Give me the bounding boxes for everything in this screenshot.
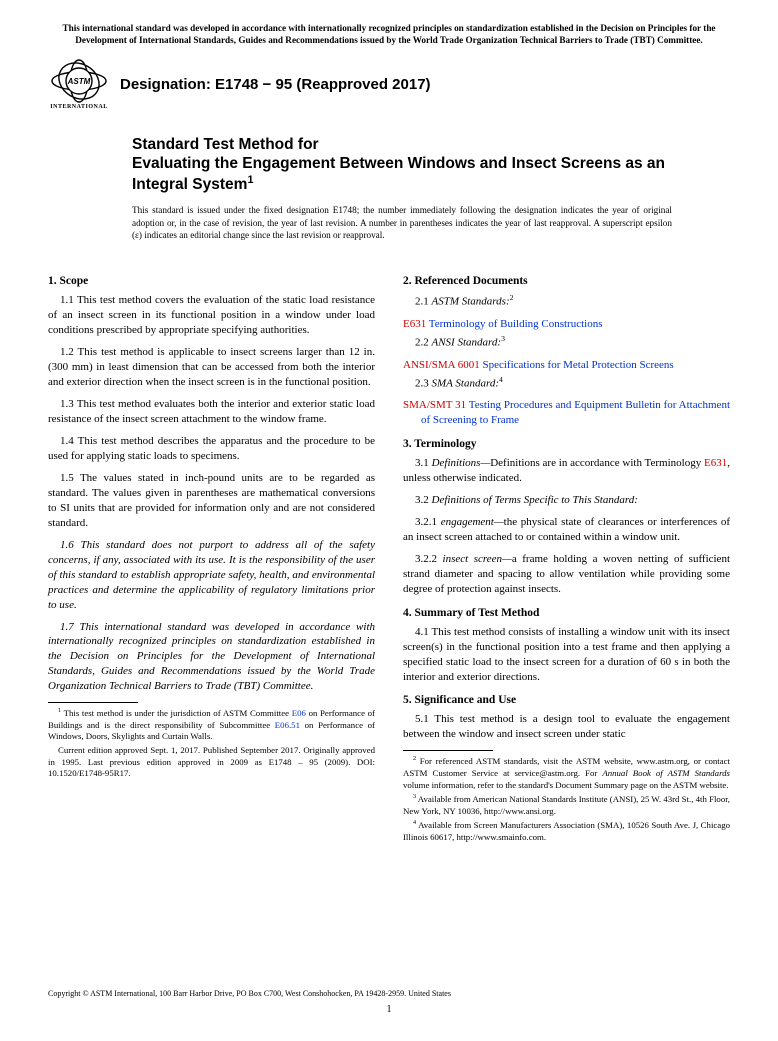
t322-term: insect screen— [443,553,512,565]
para-1-5: 1.5 The values stated in inch-pound unit… [48,471,375,531]
t322-num: 3.2.2 [415,553,443,565]
ref-sma-smt-31: SMA/SMT 31 Testing Procedures and Equipm… [403,398,730,428]
footnote-4: 4 Available from Screen Manufacturers As… [403,819,730,843]
astm-logo-icon: ASTM [50,59,108,103]
p22-label: ANSI Standard: [432,337,502,349]
designation-label: Designation: E1748 − 95 (Reapproved 2017… [120,76,431,93]
top-committee-note: This international standard was develope… [48,22,730,47]
para-1-4: 1.4 This test method describes the appar… [48,434,375,464]
t321-term: engagement— [441,516,504,528]
t31-label: Definitions— [432,457,491,469]
footnote-rule-right [403,750,493,751]
scope-heading: 1. Scope [48,275,375,287]
para-2-2: 2.2 ANSI Standard:3 [403,334,730,351]
terminology-heading: 3. Terminology [403,438,730,450]
page-number: 1 [48,1004,730,1015]
title-main: Evaluating the Engagement Between Window… [132,154,682,194]
p23-sup: 4 [499,375,503,384]
para-1-3: 1.3 This test method evaluates both the … [48,397,375,427]
fn1-link-e06[interactable]: E06 [292,708,306,718]
ref-ansi-sma-6001: ANSI/SMA 6001 Specifications for Metal P… [403,358,730,373]
p22-sup: 3 [501,334,505,343]
t31-link[interactable]: E631 [704,457,727,469]
para-1-7: 1.7 This international standard was deve… [48,620,375,695]
fn1-link-e0651[interactable]: E06.51 [275,720,300,730]
t32-label: Definitions of Terms Specific to This St… [432,494,638,506]
para-3-2-2: 3.2.2 insect screen—a frame holding a wo… [403,552,730,597]
p21-num: 2.1 [415,296,432,308]
footnote-2: 2 For referenced ASTM standards, visit t… [403,755,730,791]
fn2-c: volume information, refer to the standar… [403,780,729,790]
p21-sup: 2 [510,293,514,302]
para-3-2: 3.2 Definitions of Terms Specific to Thi… [403,493,730,508]
title-block: Standard Test Method for Evaluating the … [132,135,682,194]
copyright-line: Copyright © ASTM International, 100 Barr… [48,989,730,998]
ref-sma-title[interactable]: Testing Procedures and Equipment Bulleti… [421,399,730,426]
ref-ansi-title[interactable]: Specifications for Metal Protection Scre… [480,359,674,371]
referenced-docs-heading: 2. Referenced Documents [403,275,730,287]
page-footer: Copyright © ASTM International, 100 Barr… [48,989,730,1015]
p23-num: 2.3 [415,377,432,389]
para-2-1: 2.1 ASTM Standards:2 [403,293,730,310]
logo-label: INTERNATIONAL [50,104,107,110]
t31-text: Definitions are in accordance with Termi… [490,457,704,469]
title-kicker: Standard Test Method for [132,135,682,154]
summary-heading: 4. Summary of Test Method [403,607,730,619]
t321-num: 3.2.1 [415,516,441,528]
para-3-1: 3.1 Definitions—Definitions are in accor… [403,456,730,486]
p23-label: SMA Standard: [432,377,500,389]
ref-e631-code[interactable]: E631 [403,318,426,330]
para-1-6: 1.6 This standard does not purport to ad… [48,538,375,613]
issuance-note: This standard is issued under the fixed … [132,204,672,241]
footnote-1: 1 This test method is under the jurisdic… [48,707,375,743]
fn4-text: Available from Screen Manufacturers Asso… [403,820,730,842]
footnote-3: 3 Available from American National Stand… [403,793,730,817]
para-3-2-1: 3.2.1 engagement—the physical state of c… [403,515,730,545]
fn3-text: Available from American National Standar… [403,794,730,816]
footnote-rule-left [48,702,138,703]
right-column: 2. Referenced Documents 2.1 ASTM Standar… [403,265,730,845]
body-columns: 1. Scope 1.1 This test method covers the… [48,265,730,845]
significance-heading: 5. Significance and Use [403,694,730,706]
fn1-a: This test method is under the jurisdicti… [61,708,292,718]
para-4-1: 4.1 This test method consists of install… [403,625,730,685]
page: This international standard was develope… [0,0,778,1041]
p22-num: 2.2 [415,337,432,349]
footnote-1-edition: Current edition approved Sept. 1, 2017. … [48,745,375,780]
para-2-3: 2.3 SMA Standard:4 [403,375,730,392]
ref-sma-code[interactable]: SMA/SMT 31 [403,399,466,411]
fn2-b: Annual Book of ASTM Standards [602,768,730,778]
para-5-1: 5.1 This test method is a design tool to… [403,712,730,742]
title-superscript: 1 [247,174,253,186]
astm-logo: ASTM INTERNATIONAL [48,57,110,113]
para-1-2: 1.2 This test method is applicable to in… [48,345,375,390]
left-column: 1. Scope 1.1 This test method covers the… [48,265,375,845]
p21-label: ASTM Standards: [432,296,510,308]
t32-num: 3.2 [415,494,432,506]
para-1-1: 1.1 This test method covers the evaluati… [48,293,375,338]
svg-text:ASTM: ASTM [67,77,91,86]
t31-num: 3.1 [415,457,432,469]
header-row: ASTM INTERNATIONAL Designation: E1748 − … [48,57,730,113]
ref-e631-title[interactable]: Terminology of Building Constructions [426,318,602,330]
title-main-text: Evaluating the Engagement Between Window… [132,155,665,193]
ref-ansi-code[interactable]: ANSI/SMA 6001 [403,359,480,371]
ref-e631: E631 Terminology of Building Constructio… [403,317,730,332]
